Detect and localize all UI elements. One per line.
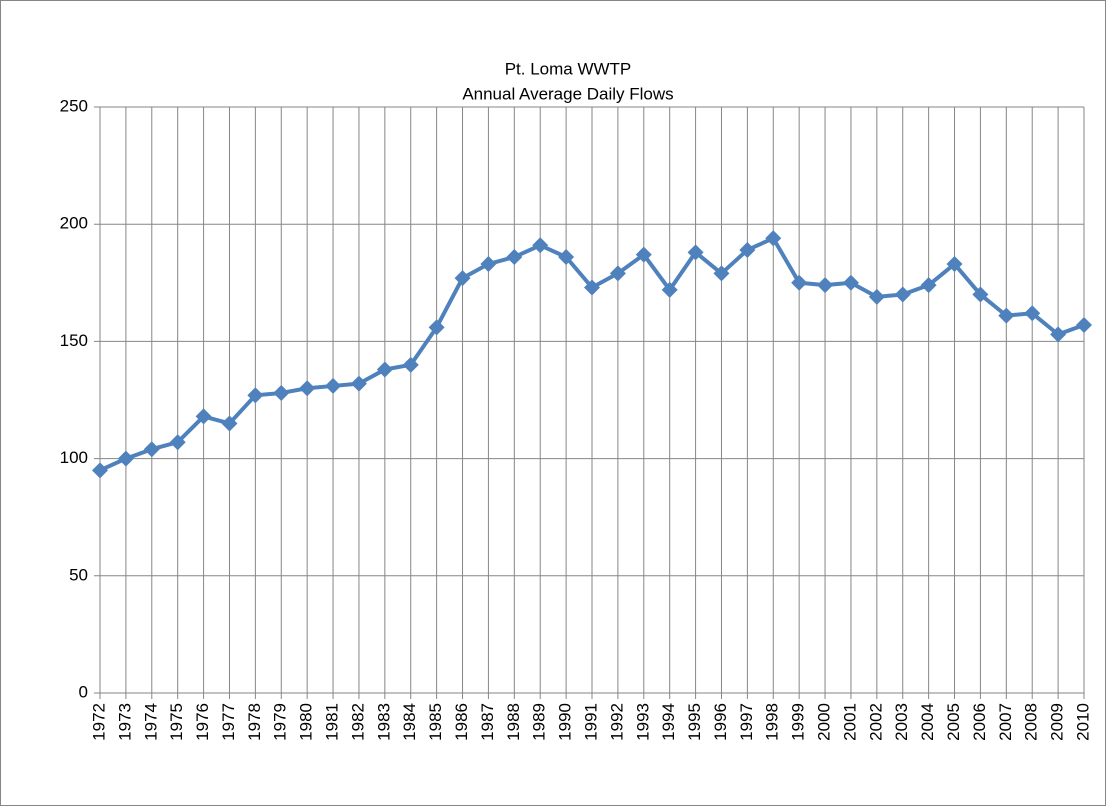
data-point [325,377,342,394]
chart-subtitle: Annual Average Daily Flows [462,84,673,103]
data-point [92,462,108,479]
x-tick-label: 1999 [789,703,808,741]
x-tick-label: 1977 [219,703,238,741]
data-point [558,249,575,266]
x-tick-label: 2005 [944,703,963,741]
data-point [169,434,186,451]
x-tick-label: 1987 [478,703,497,741]
x-tick-label: 1980 [297,703,316,741]
x-tick-label: 1991 [581,703,600,741]
x-tick-label: 1975 [167,703,186,741]
data-point [506,249,523,266]
data-point [765,230,782,247]
data-point [350,375,367,392]
x-tick-label: 1983 [374,703,393,741]
x-tick-label: 2010 [1073,703,1092,741]
data-point [428,319,445,336]
data-point [273,384,290,401]
data-point [1024,305,1041,322]
data-point [661,281,678,298]
y-tick-label: 250 [60,96,88,115]
data-point [299,380,316,397]
data-point [868,288,885,305]
x-tick-label: 2000 [815,703,834,741]
x-tick-label: 1976 [193,703,212,741]
data-point [454,270,471,287]
x-tick-label: 1997 [737,703,756,741]
data-point [894,286,911,303]
y-tick-label: 150 [60,331,88,350]
x-tick-label: 1998 [763,703,782,741]
x-tick-label: 1986 [452,703,471,741]
x-tick-label: 1990 [556,703,575,741]
x-tick-label: 1982 [348,703,367,741]
data-point [480,256,497,273]
x-tick-label: 1988 [504,703,523,741]
data-point [713,265,730,282]
x-tick-label: 1994 [659,703,678,741]
data-point [117,450,134,467]
x-tick-label: 1985 [426,703,445,741]
data-point [376,361,393,378]
y-tick-label: 0 [79,682,88,701]
x-tick-label: 1978 [245,703,264,741]
data-point [402,356,419,373]
data-point [998,307,1015,324]
x-tick-label: 1996 [711,703,730,741]
x-tick-label: 1972 [89,703,108,741]
x-tick-label: 1993 [633,703,652,741]
y-tick-label: 50 [69,565,88,584]
x-tick-label: 2002 [866,703,885,741]
x-tick-label: 1984 [400,703,419,741]
x-tick-label: 2004 [918,703,937,741]
x-tick-label: 1981 [323,703,342,741]
data-point [739,241,756,258]
x-tick-label: 1989 [530,703,549,741]
data-point [1076,316,1092,333]
x-tick-label: 1979 [271,703,290,741]
data-point [195,408,212,425]
data-point [532,237,549,254]
x-tick-label: 2008 [1022,703,1041,741]
data-point [687,244,704,261]
x-tick-label: 1974 [141,703,160,741]
x-tick-label: 2001 [840,703,859,741]
data-point [972,286,989,303]
data-point [221,415,238,432]
data-point [584,279,600,296]
x-tick-label: 1995 [685,703,704,741]
y-tick-label: 100 [60,448,88,467]
data-point [817,277,834,294]
y-tick-label: 200 [60,214,88,233]
data-point [609,265,626,282]
x-tick-label: 2003 [892,703,911,741]
x-tick-label: 1973 [115,703,134,741]
data-point [143,441,160,458]
x-tick-label: 2009 [1048,703,1067,741]
data-point [842,274,859,291]
data-point [791,274,808,291]
x-tick-label: 2006 [970,703,989,741]
x-tick-label: 1992 [607,703,626,741]
data-point [920,277,937,294]
data-point [1050,326,1067,343]
chart-title: Pt. Loma WWTP [505,59,632,78]
x-tick-label: 2007 [996,703,1015,741]
data-point [247,387,264,404]
data-point [946,256,963,273]
data-point [635,246,652,263]
